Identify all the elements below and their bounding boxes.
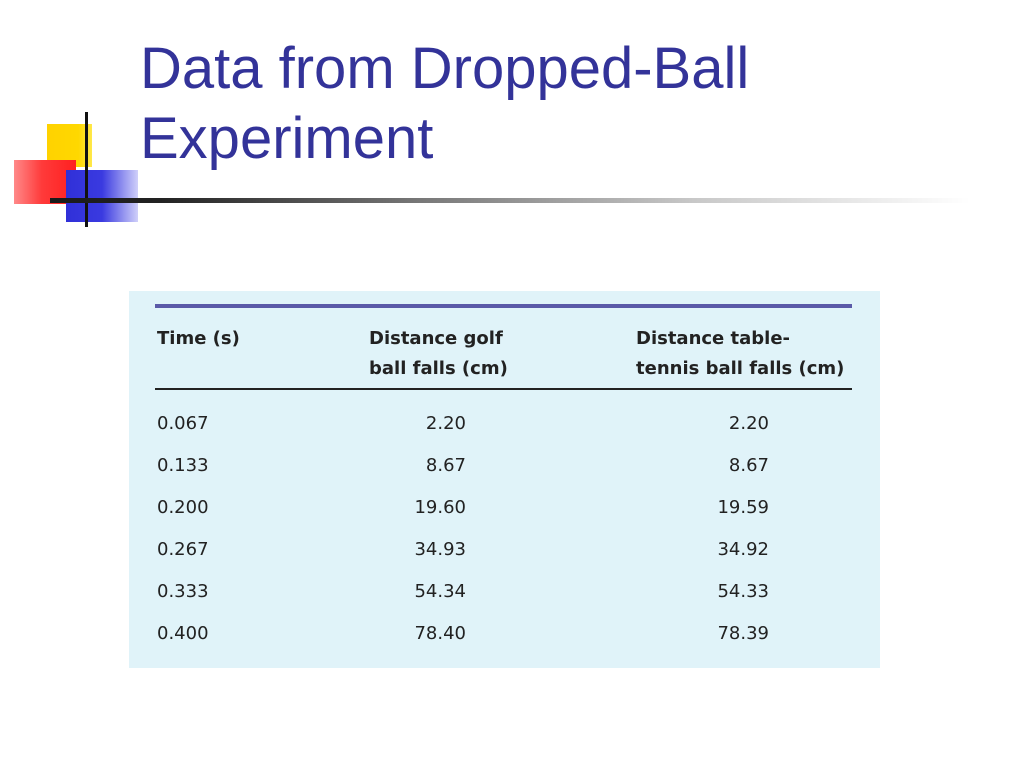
table-top-rule: [155, 304, 852, 308]
title-underline: [50, 198, 970, 203]
table-row: 0.067 2.20 2.20: [0, 404, 1024, 446]
table-row: 0.200 19.60 19.59: [0, 488, 1024, 530]
cell-golf-distance: 54.34: [414, 581, 466, 602]
column-header-golf-distance: Distance golf ball falls (cm): [369, 324, 508, 384]
decorative-vertical-line: [85, 112, 88, 227]
cell-time: 0.267: [157, 539, 209, 560]
column-header-line: Distance table-: [636, 328, 791, 349]
slide-title-line-1: Data from Dropped-Ball: [140, 36, 750, 101]
column-header-line: ball falls (cm): [369, 358, 508, 379]
column-header-line: Time (s): [157, 328, 240, 349]
column-header-line: tennis ball falls (cm): [636, 358, 845, 379]
cell-time: 0.133: [157, 455, 209, 476]
table-row: 0.267 34.93 34.92: [0, 530, 1024, 572]
cell-golf-distance: 8.67: [425, 455, 466, 476]
cell-golf-distance: 2.20: [425, 413, 466, 434]
cell-table-tennis-distance: 8.67: [728, 455, 769, 476]
cell-golf-distance: 19.60: [414, 497, 466, 518]
table-row: 0.333 54.34 54.33: [0, 572, 1024, 614]
cell-time: 0.400: [157, 623, 209, 644]
cell-time: 0.067: [157, 413, 209, 434]
decorative-red-square: [14, 160, 76, 204]
column-header-table-tennis-distance: Distance table- tennis ball falls (cm): [636, 324, 844, 384]
table-row: 0.400 78.40 78.39: [0, 614, 1024, 656]
cell-golf-distance: 78.40: [414, 623, 466, 644]
table-row: 0.133 8.67 8.67: [0, 446, 1024, 488]
cell-table-tennis-distance: 54.33: [717, 581, 769, 602]
cell-golf-distance: 34.93: [414, 539, 466, 560]
cell-table-tennis-distance: 2.20: [728, 413, 769, 434]
table-body: 0.067 2.20 2.20 0.133 8.67 8.67 0.200 19…: [0, 404, 1024, 656]
column-header-line: Distance golf: [369, 328, 503, 349]
table-header-rule: [155, 388, 852, 390]
data-table-panel: [129, 291, 880, 668]
cell-time: 0.333: [157, 581, 209, 602]
cell-time: 0.200: [157, 497, 209, 518]
decorative-blue-square: [66, 170, 138, 222]
slide-title: Data from Dropped-Ball Experiment: [140, 34, 1000, 174]
slide-title-line-2: Experiment: [140, 106, 434, 171]
column-header-time: Time (s): [157, 324, 240, 354]
decorative-yellow-square: [47, 124, 92, 167]
cell-table-tennis-distance: 34.92: [717, 539, 769, 560]
cell-table-tennis-distance: 19.59: [717, 497, 769, 518]
cell-table-tennis-distance: 78.39: [717, 623, 769, 644]
